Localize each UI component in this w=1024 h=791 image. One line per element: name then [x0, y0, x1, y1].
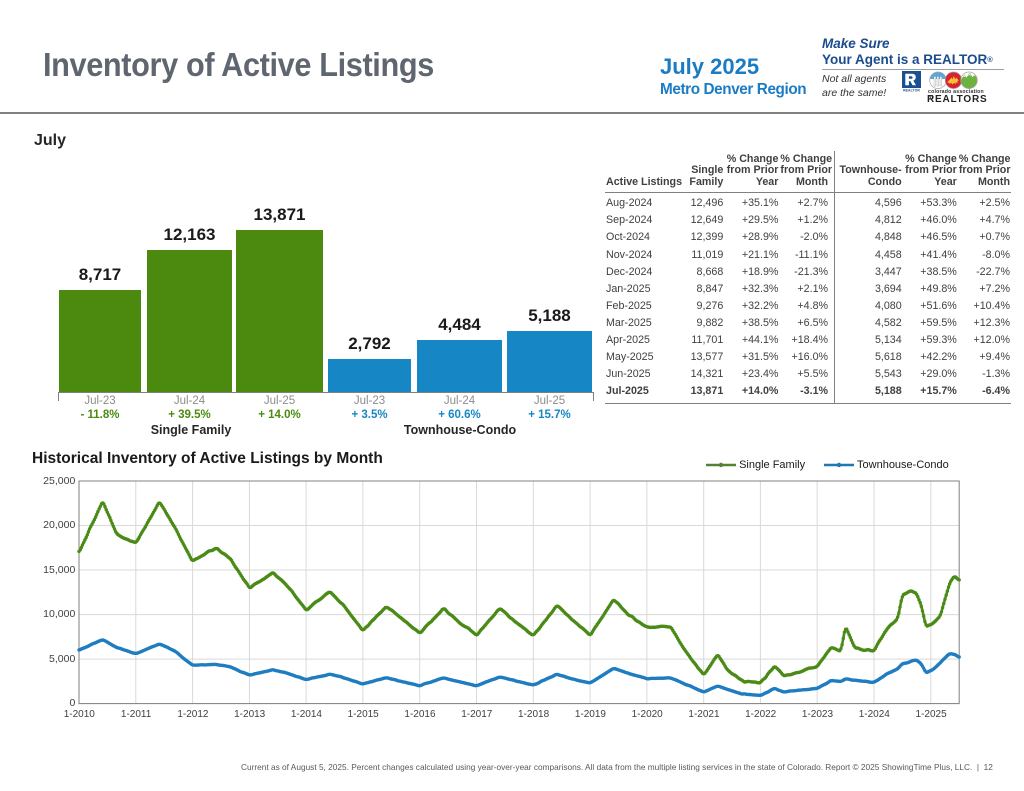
svg-text:REALTOR: REALTOR — [903, 88, 920, 92]
